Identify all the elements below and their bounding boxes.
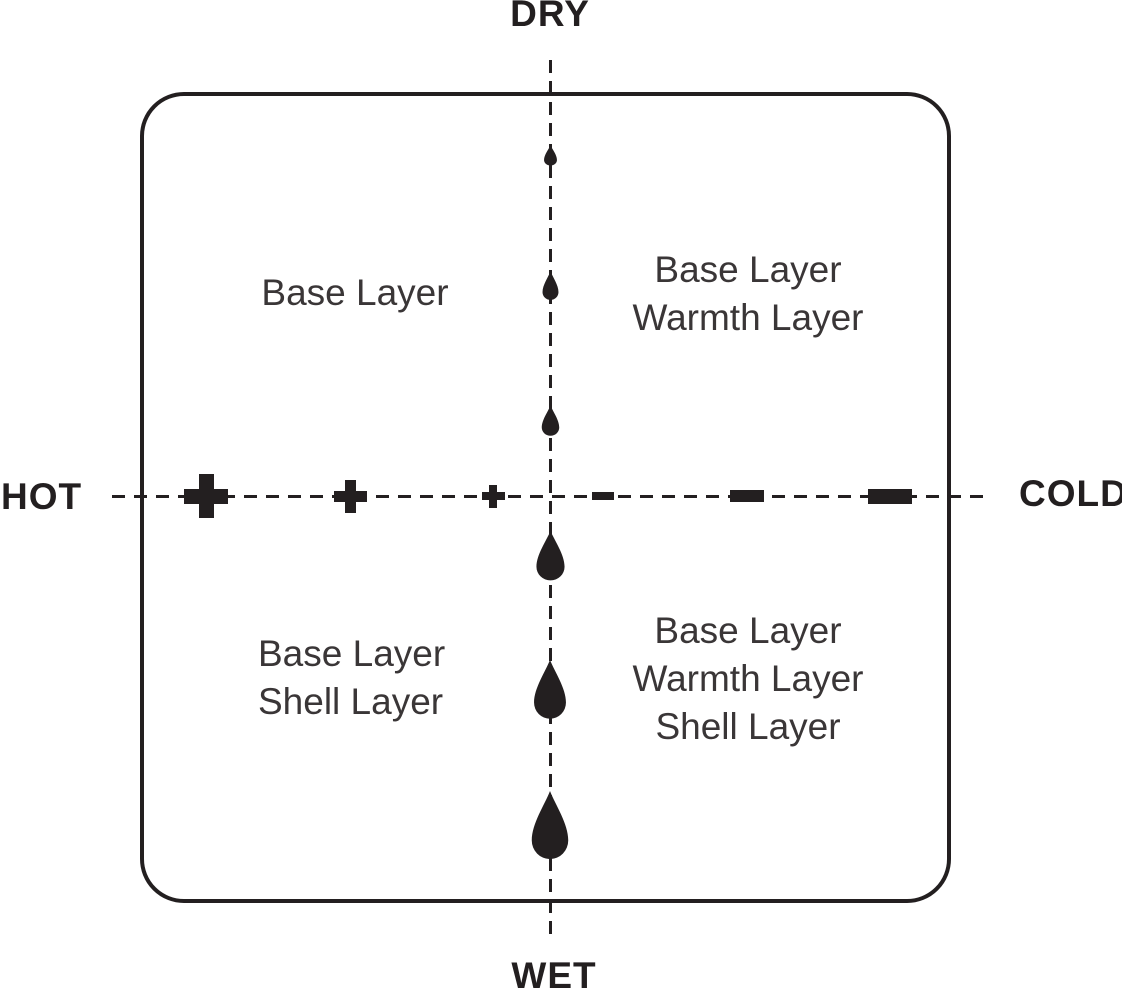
- layer-line: Base Layer: [261, 272, 449, 313]
- water-droplet-icon: [534, 659, 566, 719]
- plus-icon: [481, 484, 505, 508]
- axis-label-cold: COLD: [1019, 473, 1122, 514]
- water-droplet-icon: [531, 790, 569, 860]
- axis-label-hot: HOT: [1, 476, 83, 517]
- layer-line: Shell Layer: [655, 706, 841, 747]
- layer-line: Base Layer: [258, 633, 446, 674]
- layer-line: Warmth Layer: [632, 658, 864, 699]
- layer-line: Shell Layer: [258, 681, 444, 722]
- quadrant-cold-dry-label: Base Layer Warmth Layer: [560, 246, 936, 342]
- plus-icon: [333, 479, 367, 513]
- layer-line: Warmth Layer: [632, 297, 864, 338]
- quadrant-cold-wet-label: Base Layer Warmth Layer Shell Layer: [560, 607, 936, 751]
- water-droplet-icon: [543, 145, 557, 166]
- layer-line: Base Layer: [654, 610, 842, 651]
- axis-label-dry: DRY: [510, 0, 590, 34]
- plus-icon: [184, 474, 228, 518]
- minus-icon: [868, 488, 912, 504]
- water-droplet-icon: [542, 270, 558, 300]
- minus-icon: [592, 492, 614, 500]
- layer-line: Base Layer: [654, 249, 842, 290]
- quadrant-hot-dry-label: Base Layer: [160, 269, 550, 317]
- quadrant-hot-wet-label: Base Layer Shell Layer: [258, 630, 445, 726]
- axis-label-wet: WET: [511, 955, 597, 994]
- minus-icon: [730, 490, 764, 502]
- temperature-axis-dashed-line: [112, 495, 990, 498]
- water-droplet-icon: [535, 530, 565, 581]
- water-droplet-icon: [541, 404, 559, 436]
